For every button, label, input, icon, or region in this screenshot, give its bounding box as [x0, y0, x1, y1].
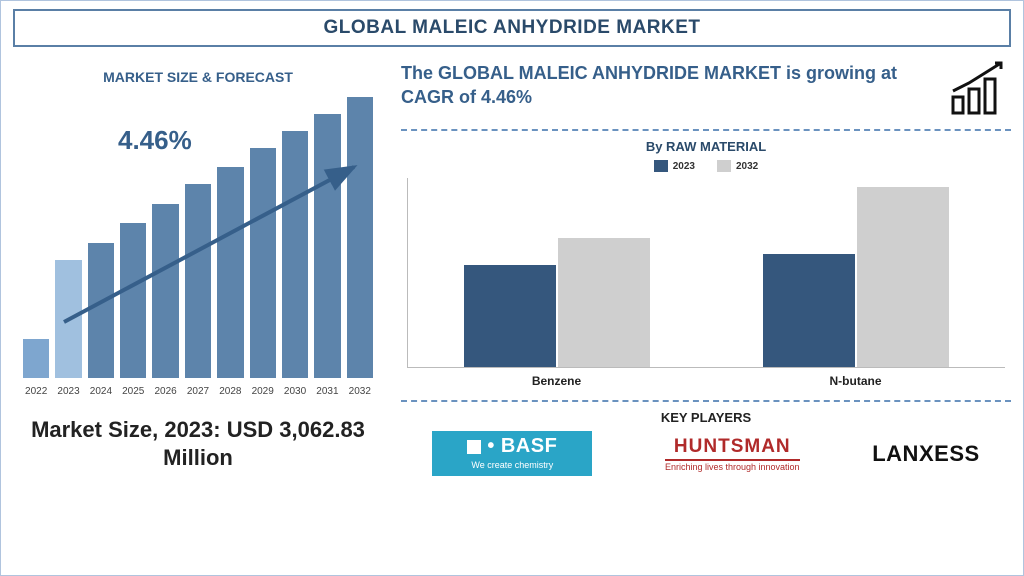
raw-material-legend: 2023 2032: [401, 160, 1011, 172]
key-players-title: KEY PLAYERS: [401, 400, 1011, 425]
page-title: GLOBAL MALEIC ANHYDRIDE MARKET: [15, 17, 1009, 39]
forecast-year-label: 2027: [185, 382, 211, 402]
forecast-year-label: 2028: [217, 382, 243, 402]
raw-bar: [763, 254, 855, 367]
forecast-year-label: 2023: [55, 382, 81, 402]
forecast-bar: [282, 131, 308, 378]
raw-bar: [857, 187, 949, 367]
logo-basf: • BASF We create chemistry: [432, 431, 592, 476]
forecast-bar: [55, 260, 81, 378]
legend-swatch: [717, 160, 731, 172]
forecast-bar: [347, 97, 373, 378]
forecast-year-label: 2030: [282, 382, 308, 402]
key-players-row: • BASF We create chemistry HUNTSMAN Enri…: [401, 431, 1011, 476]
forecast-year-label: 2024: [88, 382, 114, 402]
cagr-value: 4.46%: [118, 125, 192, 156]
legend-item-2032: 2032: [717, 160, 758, 172]
forecast-year-label: 2026: [152, 382, 178, 402]
forecast-bar: [88, 243, 114, 378]
forecast-year-label: 2031: [314, 382, 340, 402]
forecast-year-label: 2025: [120, 382, 146, 402]
raw-bar-group: [408, 178, 707, 367]
forecast-year-label: 2029: [250, 382, 276, 402]
forecast-bar: [23, 339, 49, 378]
growth-chart-icon: [947, 61, 1011, 117]
forecast-bar: [314, 114, 340, 378]
page-title-bar: GLOBAL MALEIC ANHYDRIDE MARKET: [13, 9, 1011, 47]
forecast-bar: [185, 184, 211, 378]
forecast-bar: [152, 204, 178, 378]
forecast-section-title: MARKET SIZE & FORECAST: [13, 69, 383, 85]
divider: [401, 129, 1011, 131]
raw-category-label: Benzene: [407, 374, 706, 388]
headline: The GLOBAL MALEIC ANHYDRIDE MARKET is gr…: [401, 61, 937, 110]
right-column: The GLOBAL MALEIC ANHYDRIDE MARKET is gr…: [401, 61, 1011, 476]
logo-lanxess: LANXESS: [872, 441, 979, 467]
legend-item-2023: 2023: [654, 160, 695, 172]
forecast-chart: 4.46% 2022 2023 2024 2025 2026 2027 2028 2029 20…: [13, 97, 383, 402]
legend-swatch: [654, 160, 668, 172]
forecast-bar: [250, 148, 276, 378]
raw-material-chart: [407, 178, 1005, 368]
forecast-bar: [120, 223, 146, 378]
raw-bar-group: [707, 178, 1006, 367]
raw-bar: [464, 265, 556, 367]
forecast-year-label: 2032: [347, 382, 373, 402]
left-column: MARKET SIZE & FORECAST 4.46% 2022 2023 202…: [13, 61, 383, 476]
market-size-2023: Market Size, 2023: USD 3,062.83 Million: [13, 416, 383, 471]
logo-huntsman: HUNTSMAN Enriching lives through innovat…: [665, 436, 800, 472]
raw-bar: [558, 238, 650, 367]
raw-category-label: N-butane: [706, 374, 1005, 388]
forecast-year-label: 2022: [23, 382, 49, 402]
basf-square-icon: [467, 440, 481, 454]
raw-material-title: By RAW MATERIAL: [401, 139, 1011, 154]
forecast-bar: [217, 167, 243, 378]
